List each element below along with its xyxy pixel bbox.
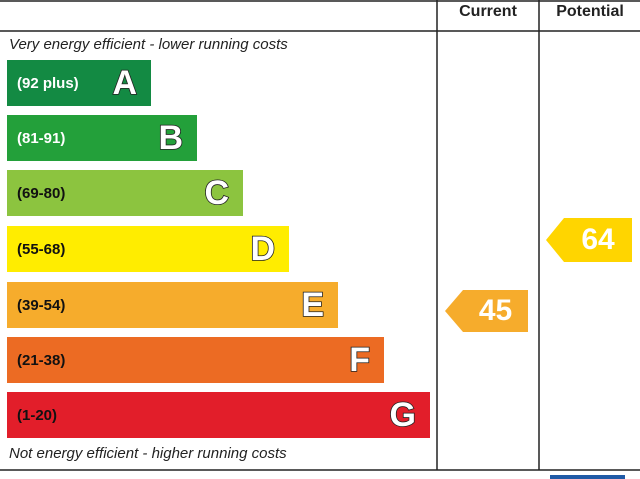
band-range: (21-38) — [17, 352, 65, 369]
band — [7, 282, 338, 328]
band-range: (69-80) — [17, 185, 65, 202]
current-value: 45 — [479, 294, 512, 327]
band-letter: B — [158, 119, 183, 157]
potential-header: Potential — [556, 3, 624, 20]
band-range: (1-20) — [17, 407, 57, 424]
band — [7, 115, 197, 161]
band-letter: E — [301, 286, 324, 324]
band — [7, 60, 151, 106]
band-letter: G — [390, 396, 416, 434]
band-range: (55-68) — [17, 241, 65, 258]
band-letter: C — [204, 174, 229, 212]
band — [7, 337, 384, 383]
current-arrow — [445, 290, 528, 332]
potential-arrow — [546, 218, 632, 262]
bottom-note: Not energy efficient - higher running co… — [9, 445, 287, 462]
band-range: (81-91) — [17, 130, 65, 147]
band-range: (92 plus) — [17, 75, 79, 92]
top-note: Very energy efficient - lower running co… — [9, 36, 288, 53]
band — [7, 170, 243, 216]
band-letter: D — [250, 230, 275, 268]
band-letter: A — [112, 64, 137, 102]
potential-value: 64 — [581, 223, 615, 256]
current-header: Current — [459, 3, 517, 20]
band-range: (39-54) — [17, 297, 65, 314]
band — [7, 392, 430, 438]
band — [7, 226, 289, 272]
band-letter: F — [349, 341, 370, 379]
footer-tab — [550, 475, 625, 479]
